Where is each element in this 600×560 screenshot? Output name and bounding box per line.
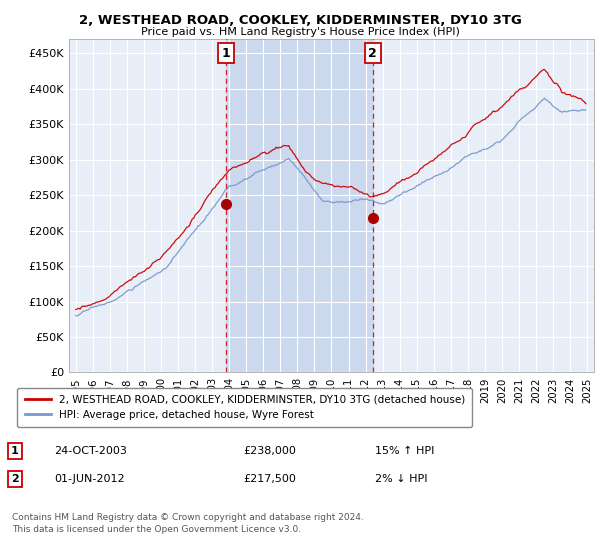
- Text: 2, WESTHEAD ROAD, COOKLEY, KIDDERMINSTER, DY10 3TG: 2, WESTHEAD ROAD, COOKLEY, KIDDERMINSTER…: [79, 14, 521, 27]
- Text: 2: 2: [368, 47, 377, 60]
- Text: 24-OCT-2003: 24-OCT-2003: [54, 446, 127, 456]
- Text: 15% ↑ HPI: 15% ↑ HPI: [375, 446, 434, 456]
- Text: 2: 2: [11, 474, 19, 484]
- Text: £238,000: £238,000: [243, 446, 296, 456]
- Text: 01-JUN-2012: 01-JUN-2012: [54, 474, 125, 484]
- Legend: 2, WESTHEAD ROAD, COOKLEY, KIDDERMINSTER, DY10 3TG (detached house), HPI: Averag: 2, WESTHEAD ROAD, COOKLEY, KIDDERMINSTER…: [17, 388, 472, 427]
- Text: £217,500: £217,500: [243, 474, 296, 484]
- Text: 2% ↓ HPI: 2% ↓ HPI: [375, 474, 427, 484]
- Text: Price paid vs. HM Land Registry's House Price Index (HPI): Price paid vs. HM Land Registry's House …: [140, 27, 460, 37]
- Text: 1: 1: [11, 446, 19, 456]
- Text: 1: 1: [221, 47, 230, 60]
- Text: Contains HM Land Registry data © Crown copyright and database right 2024.
This d: Contains HM Land Registry data © Crown c…: [12, 513, 364, 534]
- Bar: [226, 39, 373, 372]
